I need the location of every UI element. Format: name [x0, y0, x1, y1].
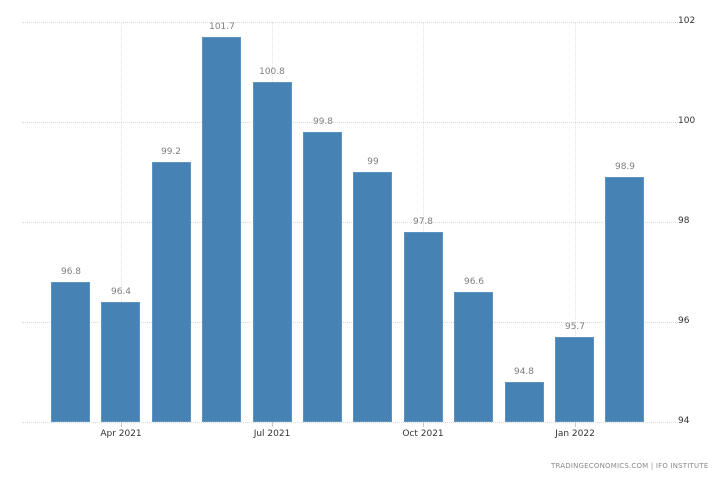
x-tick-mark	[121, 422, 122, 427]
bar[interactable]	[605, 177, 644, 422]
bar[interactable]	[152, 162, 191, 422]
y-tick-label: 98	[678, 216, 690, 226]
x-tick-label: Oct 2021	[402, 429, 444, 439]
bar[interactable]	[253, 82, 292, 422]
gridline-horizontal	[22, 122, 678, 123]
gridline-vertical	[423, 22, 424, 422]
gridline-vertical	[121, 22, 122, 422]
bar[interactable]	[303, 132, 342, 422]
x-tick-mark	[423, 422, 424, 427]
bar-value-label: 97.8	[412, 217, 434, 227]
bar-value-label: 95.7	[564, 322, 586, 332]
x-tick-mark	[575, 422, 576, 427]
bar-value-label: 96.6	[463, 277, 485, 287]
y-tick-label: 102	[678, 16, 696, 26]
source-attribution: TRADINGECONOMICS.COM | IFO INSTITUTE	[551, 462, 709, 470]
bar[interactable]	[454, 292, 493, 422]
gridline-horizontal	[22, 422, 678, 423]
gridline-horizontal	[22, 222, 678, 223]
bar[interactable]	[51, 282, 90, 422]
bar-value-label: 98.9	[614, 162, 636, 172]
bar[interactable]	[353, 172, 392, 422]
x-tick-label: Jan 2022	[555, 429, 595, 439]
bar-value-label: 94.8	[513, 367, 535, 377]
gridline-horizontal	[22, 322, 678, 323]
y-tick-label: 96	[678, 316, 690, 326]
bar-value-label: 99.2	[160, 147, 182, 157]
x-tick-label: Apr 2021	[100, 429, 142, 439]
x-tick-mark	[272, 422, 273, 427]
gridline-horizontal	[22, 22, 678, 23]
bar-value-label: 96.8	[60, 267, 82, 277]
bar[interactable]	[202, 37, 241, 422]
bar[interactable]	[101, 302, 140, 422]
bar[interactable]	[404, 232, 443, 422]
y-tick-label: 94	[678, 416, 690, 426]
bar-value-label: 96.4	[110, 287, 132, 297]
gridline-vertical	[575, 22, 576, 422]
bar-value-label: 100.8	[259, 67, 285, 77]
x-tick-label: Jul 2021	[253, 429, 291, 439]
y-tick-label: 100	[678, 116, 696, 126]
bar-value-label: 101.7	[209, 22, 235, 32]
bar[interactable]	[505, 382, 544, 422]
bar[interactable]	[555, 337, 594, 422]
bar-value-label: 99	[367, 157, 379, 167]
bar-value-label: 99.8	[312, 117, 334, 127]
